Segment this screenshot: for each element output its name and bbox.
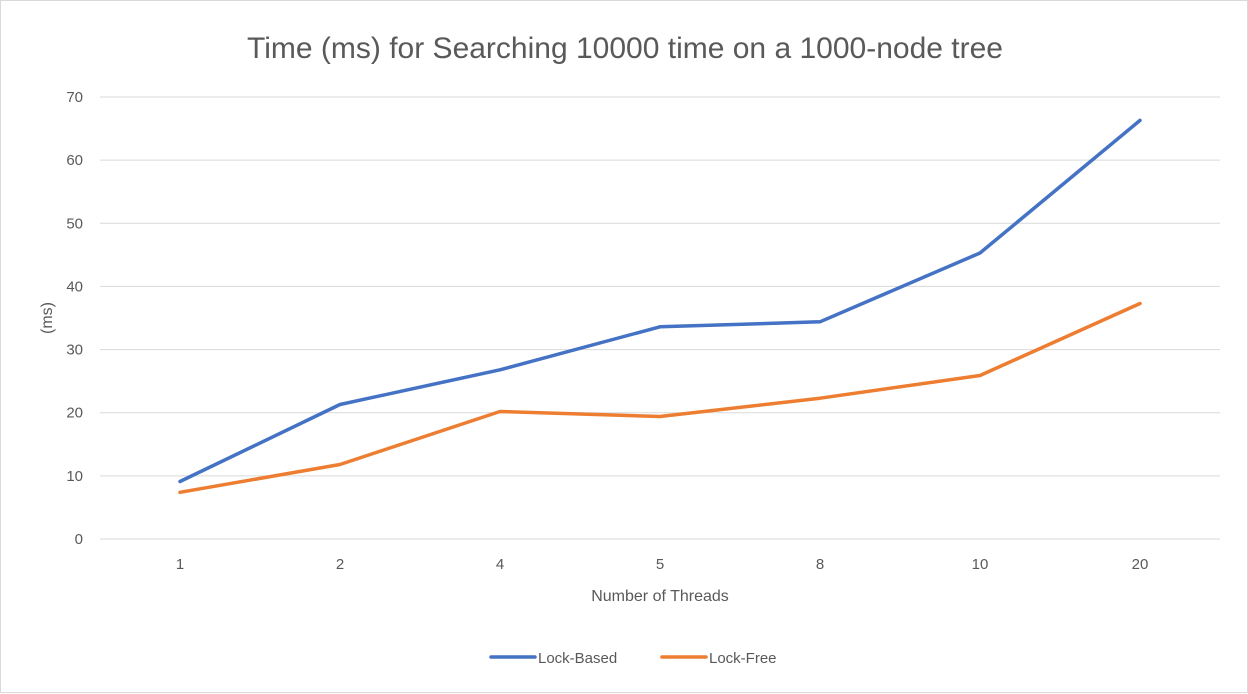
series-line-lock-free	[178, 301, 1142, 495]
x-tick-label: 20	[1132, 556, 1149, 573]
y-tick-label: 40	[66, 278, 83, 295]
y-tick-label: 20	[66, 405, 83, 422]
x-tick-label: 5	[656, 556, 664, 573]
x-axis-label: Number of Threads	[591, 588, 729, 605]
chart-title: Time (ms) for Searching 10000 time on a …	[247, 32, 1003, 65]
gridlines	[100, 96, 1220, 477]
legend-label: Lock-Based	[538, 650, 617, 667]
series-line-lock-based	[178, 118, 1142, 484]
y-tick-label: 50	[66, 215, 83, 232]
y-tick-label: 0	[75, 531, 83, 548]
x-tick-label: 1	[176, 556, 184, 573]
x-tick-label: 10	[972, 556, 989, 573]
y-tick-label: 70	[66, 89, 83, 106]
y-tick-label: 30	[66, 342, 83, 359]
legend: Lock-Based Lock-Free	[489, 650, 777, 667]
x-axis-ticks: 1 2 4 5 8 10 20	[176, 556, 1149, 573]
y-tick-label: 10	[66, 468, 83, 485]
y-axis-ticks: 0 10 20 30 40 50 60 70	[66, 89, 83, 548]
x-tick-label: 8	[816, 556, 824, 573]
y-tick-label: 60	[66, 152, 83, 169]
series-lines	[178, 118, 1142, 495]
legend-label: Lock-Free	[709, 650, 777, 667]
y-axis-label: (ms)	[39, 302, 56, 334]
x-tick-label: 2	[336, 556, 344, 573]
x-tick-label: 4	[496, 556, 504, 573]
